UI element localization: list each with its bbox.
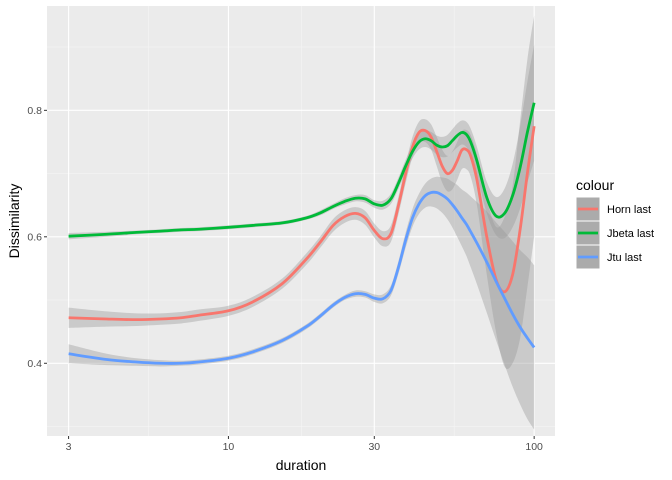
x-axis-title: duration: [276, 457, 327, 473]
y-axis-title: Dissimilarity: [6, 184, 22, 259]
legend-label: Jtu last: [607, 252, 642, 264]
confidence-band: [68, 44, 535, 240]
confidence-bands: [68, 15, 535, 430]
x-tick-label: 3: [66, 441, 72, 453]
legend: colour Horn last Jbeta last Jtu last: [575, 177, 654, 270]
x-tick-label: 100: [525, 441, 543, 453]
legend-title: colour: [576, 177, 614, 193]
y-tick-label: 0.4: [27, 358, 42, 370]
legend-label: Jbeta last: [607, 228, 654, 240]
legend-label: Horn last: [607, 204, 651, 216]
x-axis: 3 10 30 100: [66, 436, 543, 453]
y-axis: 0.4 0.6 0.8: [27, 105, 47, 370]
series-line: [68, 102, 536, 238]
x-tick-label: 30: [368, 441, 380, 453]
gridlines: [47, 6, 555, 436]
series-line: [68, 190, 536, 365]
y-tick-label: 0.6: [27, 232, 42, 244]
plot-panel: [47, 6, 555, 436]
x-tick-label: 10: [223, 441, 235, 453]
y-tick-label: 0.8: [27, 105, 42, 117]
series-lines: [68, 102, 536, 365]
